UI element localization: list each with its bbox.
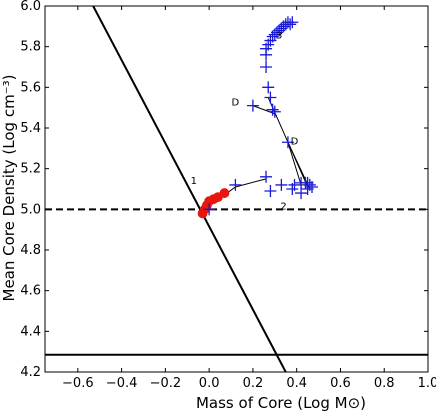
y-tick-label: 4.6 [20, 284, 41, 299]
data-point-plus [229, 178, 242, 191]
y-tick-label: 5.2 [20, 162, 41, 177]
x-tick-label: 0.6 [330, 376, 351, 391]
x-tick-label: −0.4 [106, 376, 138, 391]
data-point-plus [295, 187, 308, 200]
x-tick-label: 0.2 [243, 376, 264, 391]
plot-frame [44, 5, 429, 373]
track-line [252, 105, 275, 115]
x-axis-title: Mass of Core (Log M⊙) [196, 394, 366, 412]
x-tick-label: −0.6 [62, 376, 94, 391]
x-tick-label: 0.0 [199, 376, 220, 391]
annotation-label: 3 [276, 31, 282, 42]
annotation-label: 2 [280, 201, 286, 212]
track-line [287, 142, 311, 190]
data-point-plus [264, 91, 277, 104]
data-point-plus [266, 103, 279, 116]
x-tick-label: 0.8 [374, 376, 395, 391]
y-tick-label: 5.8 [20, 40, 41, 55]
data-point-plus [281, 136, 294, 149]
data-point-circle [219, 188, 230, 198]
y-tick-label: 5.0 [20, 202, 41, 217]
data-point-plus [268, 105, 281, 118]
diagonal-reference-line [92, 6, 287, 372]
data-point-plus [246, 99, 259, 112]
data-point-plus [262, 81, 275, 94]
y-axis-title: Mean Core Density (Log cm⁻³) [0, 75, 18, 302]
y-tick-label: 4.8 [20, 243, 41, 258]
x-tick-label: 0.4 [286, 376, 307, 391]
y-tick-label: 5.6 [20, 80, 41, 95]
data-point-plus [286, 16, 299, 29]
annotation-label: D [232, 98, 240, 109]
plot-area: 1 2 3 D D −0.6 −0.4 −0.2 0.0 0.2 0.4 0.6 0.8 1.0 4.2 4.… [20, 0, 436, 391]
data-point-plus [203, 203, 216, 216]
track-line [267, 97, 289, 143]
y-tick-label: 4.2 [20, 365, 41, 380]
data-point-plus [275, 178, 288, 191]
x-tick-label: −0.2 [150, 376, 182, 391]
annotation-label: 1 [191, 176, 197, 187]
data-point-plus [301, 183, 314, 195]
plot-contents: 1 2 3 D D [45, 6, 428, 372]
y-tick-label: 6.0 [20, 0, 41, 14]
data-point-plus [264, 185, 277, 198]
data-point-plus [260, 61, 273, 73]
annotation-label: D [291, 136, 299, 147]
y-tick-label: 4.4 [20, 324, 41, 339]
y-tick-label: 5.4 [20, 121, 41, 136]
x-tick-label: 1.0 [418, 376, 436, 391]
data-point-plus [286, 183, 299, 195]
data-point-plus [284, 18, 297, 31]
data-point-plus [260, 170, 273, 183]
